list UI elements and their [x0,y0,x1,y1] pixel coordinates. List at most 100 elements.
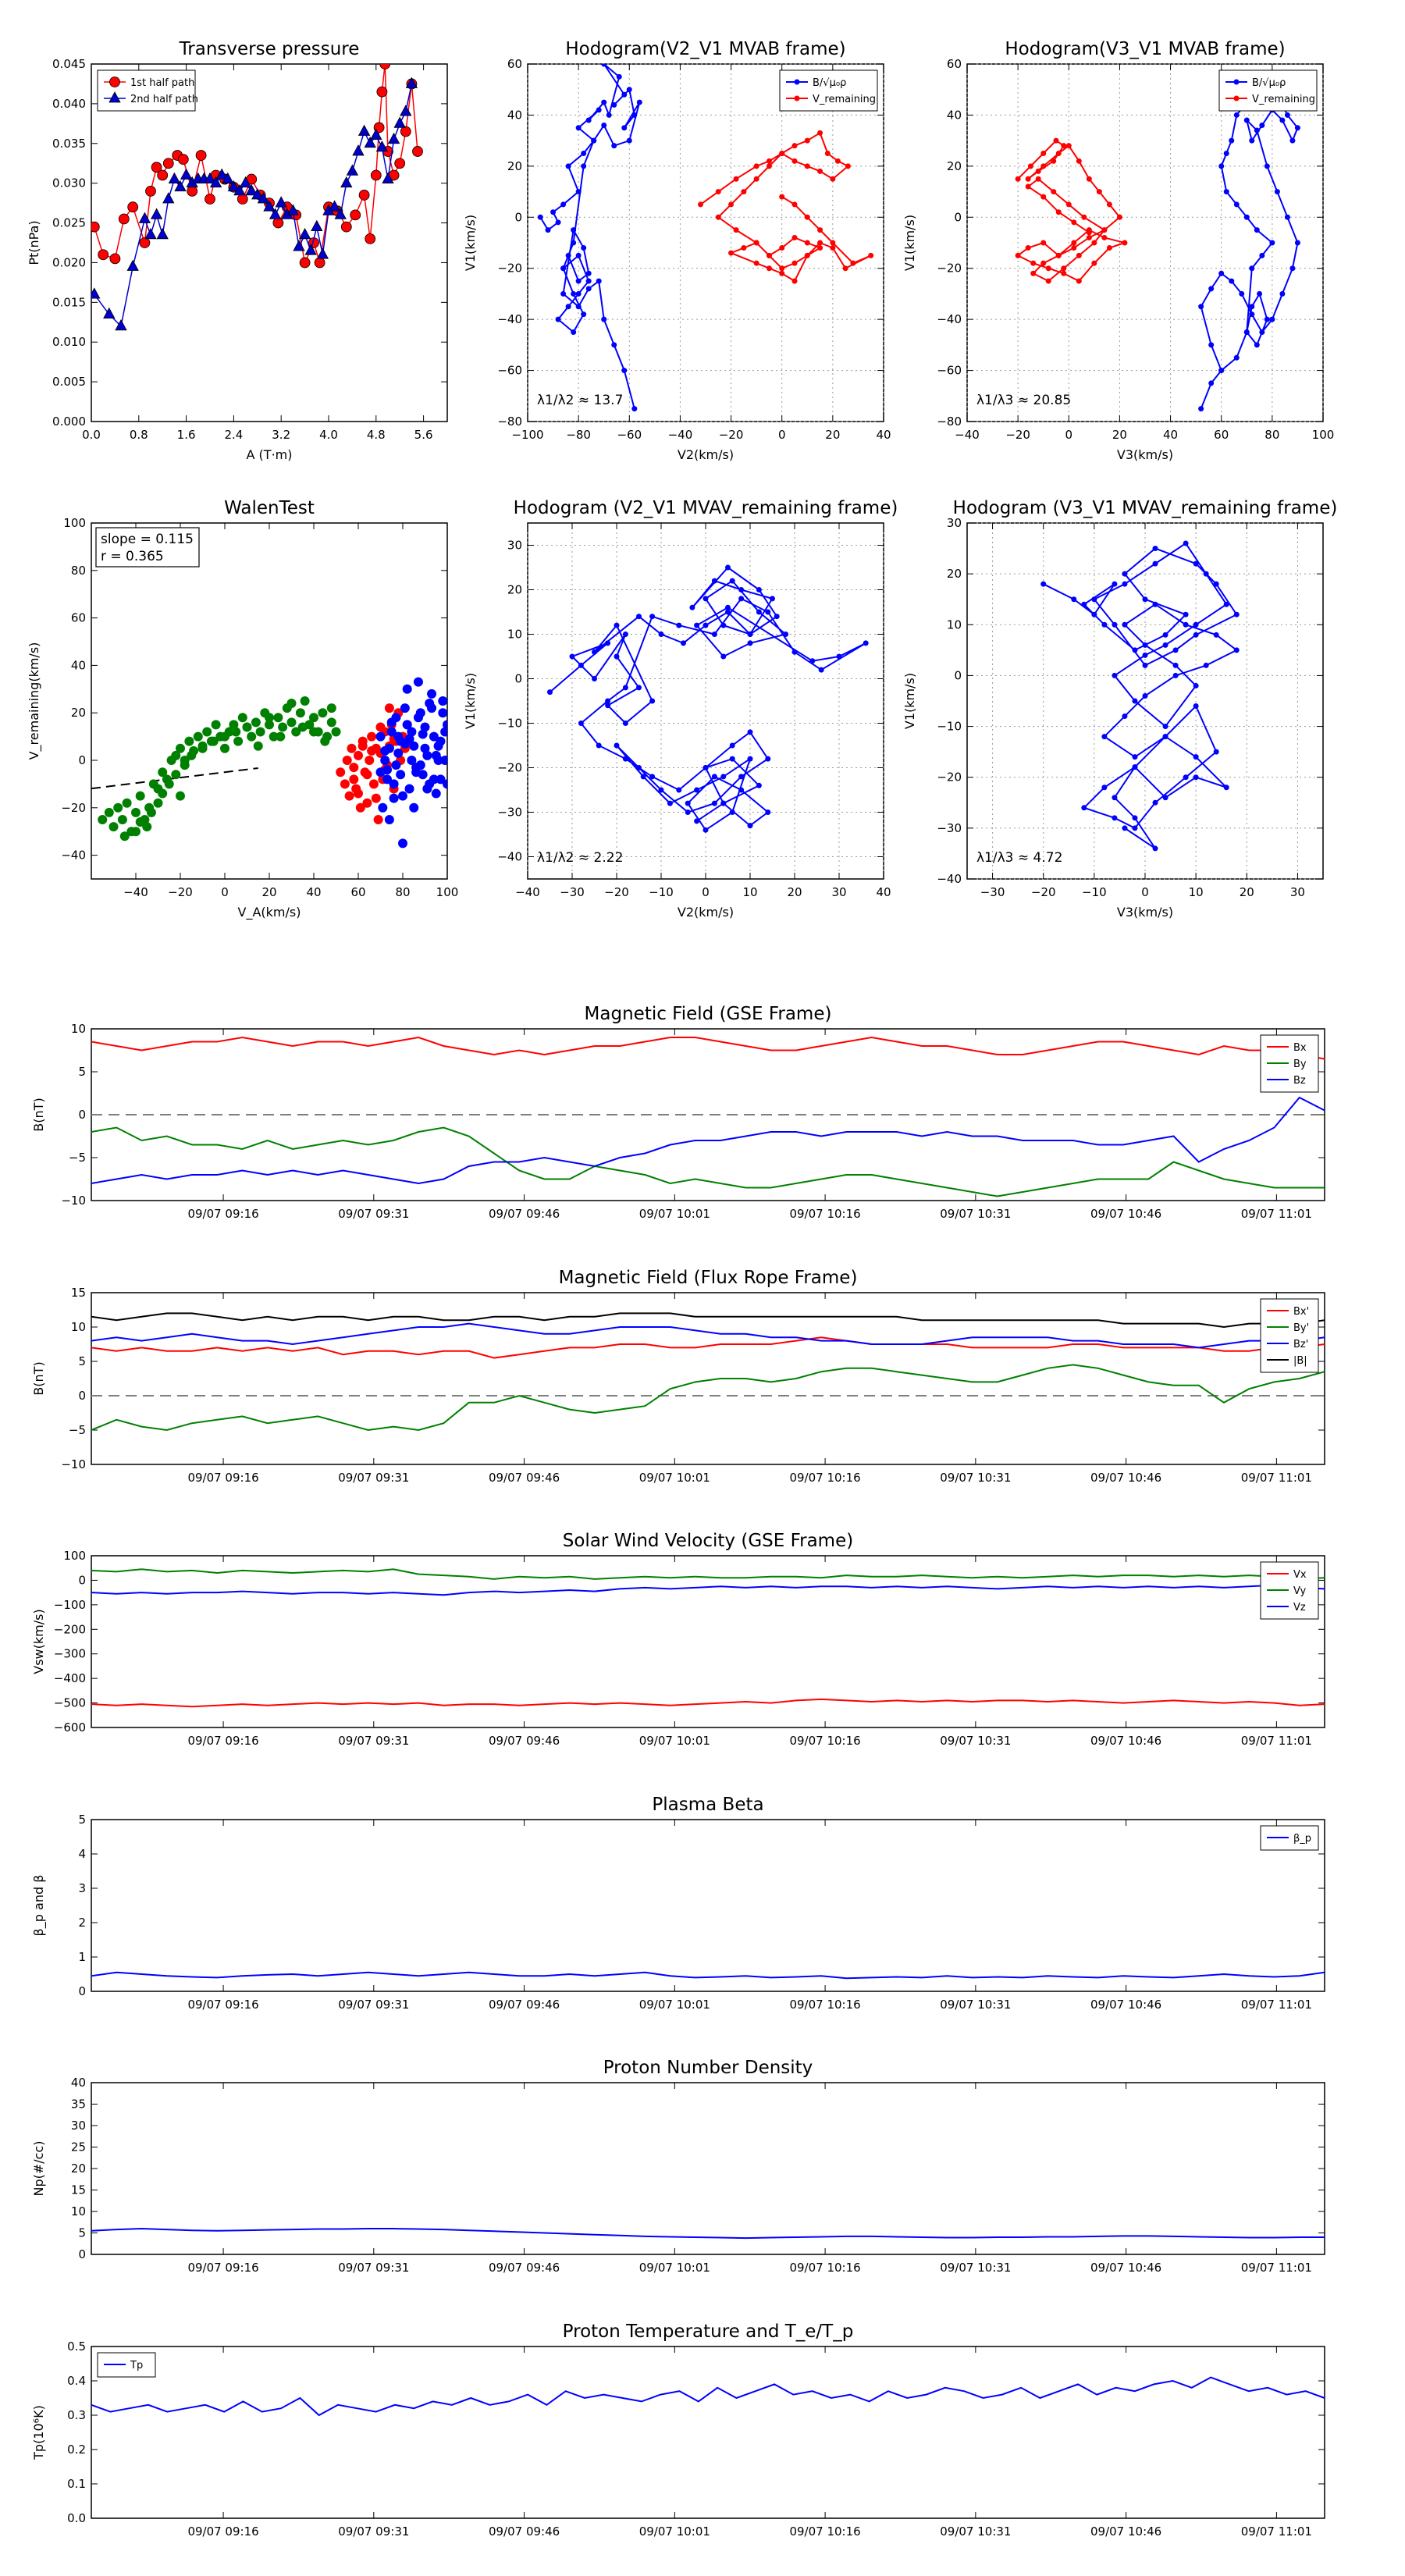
y-axis-label: Pt(nPa) [27,220,41,265]
triangle-marker [304,244,317,255]
hodogram-point [1162,795,1168,801]
hodogram-point [842,265,848,272]
triangle-marker [126,259,139,271]
time-tick-label: 09/07 10:31 [940,2261,1011,2275]
hodogram-point [715,214,721,220]
scatter-point [402,684,412,694]
y-tick-label: −500 [54,1696,86,1710]
hodogram-point [733,227,739,233]
y-axis-label: V1(km/s) [463,673,478,729]
x-axis-label: V2(km/s) [678,447,734,462]
scatter-point [265,713,274,723]
circle-marker [139,237,151,248]
hodogram-point [601,123,607,129]
hodogram-point [741,189,747,195]
hodogram-point [1233,647,1240,653]
hodogram-point [1233,201,1240,208]
hodogram-point [1035,176,1041,182]
scatter-point [286,699,297,709]
hodogram-point [1112,672,1118,678]
series-line-By [91,1126,1325,1197]
eigenvalue-ratio: λ1/λ3 ≈ 4.72 [976,850,1062,866]
time-tick-label: 09/07 10:01 [639,1471,710,1485]
scatter-point [433,741,443,751]
legend-label: B/√μ₀ρ [1252,77,1286,89]
time-tick-label: 09/07 11:01 [1241,2524,1312,2539]
triangle-marker [328,200,341,212]
x-tick-label: 10 [742,885,757,899]
x-tick-label: 4.0 [319,428,338,442]
y-tick-label: −600 [54,1720,86,1735]
x-tick-label: 0 [1065,428,1073,442]
hodogram-point [1086,229,1092,236]
hodogram-point [1274,189,1280,195]
hodogram-point [834,158,841,164]
hodogram-point [770,596,775,602]
hodogram-point [1132,825,1138,831]
hodogram-point [596,742,602,749]
scatter-point [142,822,152,832]
hodogram-point [1284,112,1290,118]
y-tick-label: 3 [78,1881,86,1895]
y-axis-label: B(nT) [31,1098,46,1131]
y-tick-label: 0 [78,2247,86,2261]
hodogram-point [702,765,709,770]
hodogram-point [1203,571,1209,577]
hodogram-point [537,214,543,220]
hodogram-point [1264,316,1270,322]
hodogram-point [720,622,727,628]
scatter-point [400,738,410,749]
x-tick-label: 10 [1189,885,1204,899]
hodogram-point [747,640,753,646]
y-tick-label: −40 [61,849,86,863]
time-tick-label: 09/07 10:46 [1090,2261,1161,2275]
scatter-point [365,756,375,765]
time-tick-label: 09/07 09:16 [187,1471,258,1485]
scatter-point [158,788,168,799]
triangle-marker [346,164,359,176]
y-tick-label: −10 [937,720,962,734]
hodogram-point [1096,189,1102,195]
scatter-point [265,720,274,730]
legend-label: |B| [1293,1355,1307,1367]
scatter-point [396,770,406,780]
hodogram-point [1071,245,1077,251]
hodogram-point [1183,774,1189,781]
y-axis-label: Tp(10⁶K) [31,2405,46,2460]
hodogram-point [1213,749,1219,755]
circle-marker [272,217,284,229]
plot-area [91,1568,1325,1708]
legend-marker [794,79,800,85]
hodogram-point [1254,127,1260,133]
chart-title: Magnetic Field (GSE Frame) [585,1004,832,1024]
hodogram-point [578,720,584,726]
scatter-point [368,779,379,789]
hodogram-point [850,260,856,266]
hodogram-point [1142,596,1148,603]
circle-marker [162,158,174,169]
hodogram-point [555,219,561,226]
circle-marker [358,190,370,201]
x-tick-label: 2.4 [224,428,243,442]
plot-area [547,564,869,833]
scatter-point [336,767,346,777]
x-tick-label: −20 [1005,428,1030,442]
hodogram-point [1193,632,1199,638]
scatter-point [420,743,430,753]
hodogram-point [1208,286,1215,292]
scatter-point [326,717,336,728]
hodogram-point [621,125,628,131]
y-tick-label: 20 [507,583,522,597]
y-tick-label: −5 [69,1151,86,1165]
hodogram-point [809,658,816,664]
series-line-β_p [91,1971,1325,1980]
x-tick-label: 1.6 [177,428,196,442]
scatter-point [354,750,363,760]
y-tick-label: 60 [507,57,522,71]
hodogram-point [1051,158,1057,164]
time-tick-label: 09/07 09:16 [187,1998,258,2012]
y-tick-label: 0 [78,1573,86,1587]
hodogram-point [702,622,709,628]
scatter-point [407,727,417,737]
triangle-marker [375,141,389,152]
